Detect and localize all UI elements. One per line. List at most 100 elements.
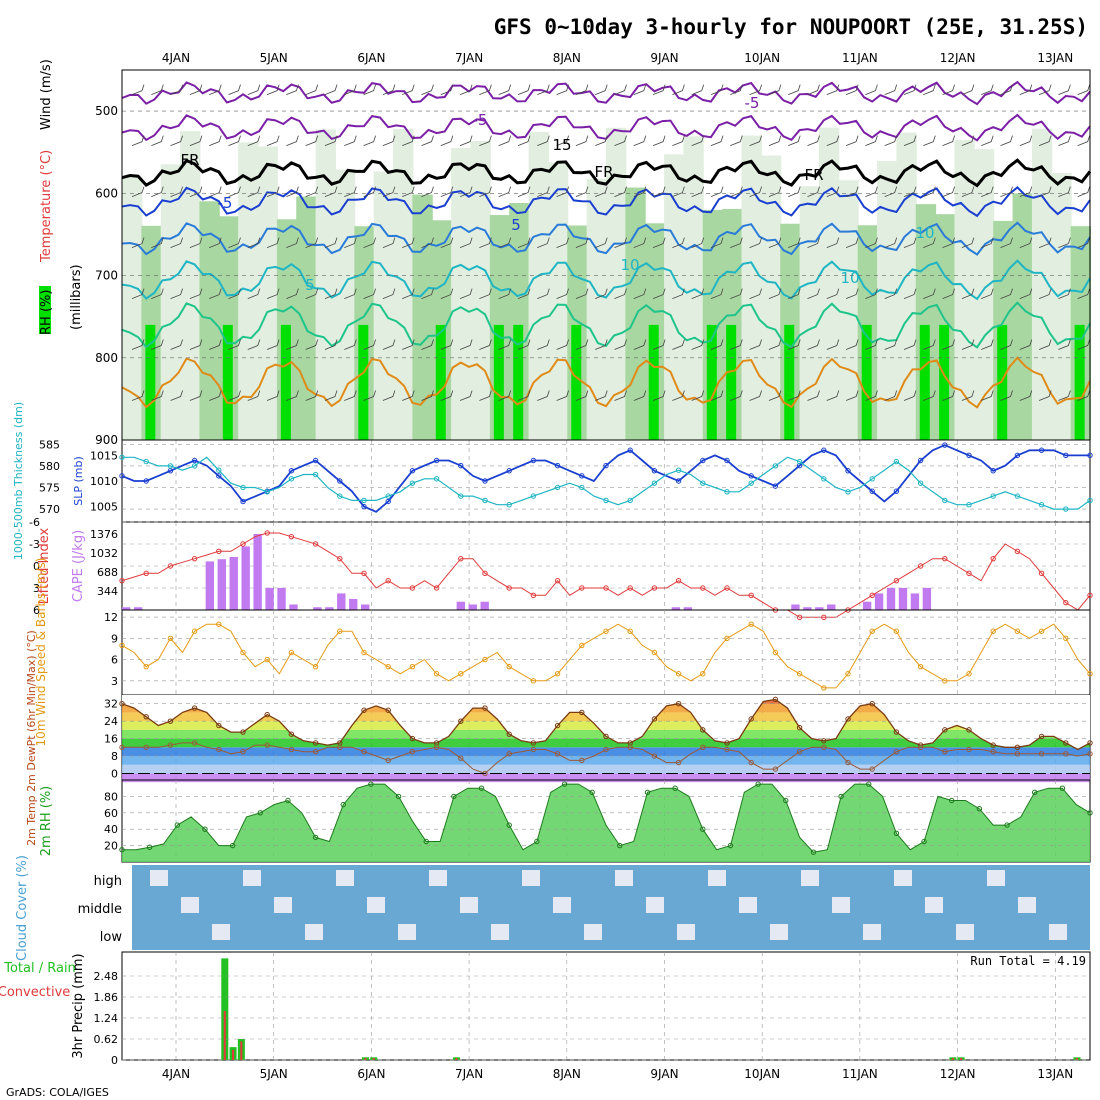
dewpoint-line-point <box>845 759 851 766</box>
wind-barb <box>652 186 666 197</box>
rh-line-point <box>146 844 153 850</box>
wind-barb <box>1038 84 1052 96</box>
wind-barb <box>768 84 782 96</box>
wind-barb <box>768 339 782 350</box>
wind-barb <box>228 135 241 147</box>
cape-bar <box>241 546 250 610</box>
wind-speed-line <box>121 623 1091 689</box>
dewpoint-line-point <box>409 748 416 755</box>
rh-shade <box>358 324 369 440</box>
wind-barb <box>209 237 222 248</box>
wind-barb <box>749 390 762 401</box>
wind-barb <box>517 84 531 96</box>
dewpoint-line-point <box>1014 751 1021 757</box>
rh-shade <box>222 324 233 440</box>
slp-line-point <box>772 483 779 489</box>
rh-shade <box>373 171 395 440</box>
rh-line-point <box>561 781 568 787</box>
wind-barb <box>363 84 376 96</box>
panel-frame <box>121 439 1091 523</box>
isotherm-20 <box>121 301 1091 349</box>
contour-label: FR <box>804 166 823 184</box>
contour-label: -5 <box>745 94 760 112</box>
wind-barb <box>344 237 357 248</box>
lifted-index-line-point <box>433 585 440 591</box>
thickness-line-point <box>821 476 827 482</box>
rh-shade <box>586 178 607 440</box>
cloud-block <box>956 924 974 940</box>
dewpoint-line-point <box>119 744 125 751</box>
wind-barb <box>807 186 820 197</box>
rh-shade <box>257 146 278 441</box>
slp-line-point <box>869 488 875 494</box>
lifted-index-line-point <box>700 585 706 591</box>
wind-barb <box>363 339 376 350</box>
precip-convective-bar <box>951 1057 954 1060</box>
wind-barb <box>961 237 975 248</box>
y-tick-label: 700 <box>95 269 118 283</box>
wind-barb <box>266 135 280 147</box>
temperature-line <box>121 698 1091 751</box>
wind-barb <box>517 288 531 299</box>
thickness-line-point <box>337 493 343 499</box>
slp-line-point <box>216 473 222 479</box>
cape-bar <box>361 604 370 610</box>
wind-barb <box>305 135 319 147</box>
x-tick-label-bottom: 12JAN <box>940 1067 976 1081</box>
wind-barb <box>903 339 917 350</box>
temperature-line-point <box>700 727 706 733</box>
wind-barb <box>652 135 666 147</box>
wind-barb <box>865 237 878 248</box>
wind-barb <box>324 237 338 248</box>
precip-tick-label: 1.24 <box>94 1012 119 1025</box>
cape-bar <box>133 607 143 610</box>
temperature-band <box>122 756 1090 765</box>
lifted-index-line-point <box>1087 592 1093 599</box>
wind-barb <box>923 339 936 350</box>
wind-barb <box>884 390 898 401</box>
contour-label: FR <box>594 163 613 181</box>
slp-tick-label: 1005 <box>90 501 118 514</box>
wind-barb <box>865 288 878 299</box>
slp-line-point <box>312 457 319 464</box>
cloud-block <box>925 897 943 913</box>
x-tick-label-top: 9JAN <box>650 51 678 65</box>
thickness-line-point <box>651 480 658 486</box>
wind-barb <box>209 135 222 147</box>
lifted-index-line-point <box>1014 548 1021 555</box>
y-tick-label: 900 <box>95 433 118 447</box>
rh-line-point <box>1087 810 1093 816</box>
contour-label: FR <box>180 151 199 169</box>
wind-barb <box>672 288 685 299</box>
wind-barb <box>170 186 183 197</box>
wind-barb <box>324 84 338 96</box>
wind-barb <box>189 135 203 147</box>
wind-barb <box>247 84 261 96</box>
lifted-index-line <box>121 532 1091 618</box>
wind-barb <box>575 339 589 350</box>
wind-barb <box>788 135 801 147</box>
lifted-index-tick-label: 3 <box>33 582 40 595</box>
cloud-block <box>708 870 726 886</box>
wind-barb <box>614 390 627 401</box>
slp-line-point <box>143 478 149 484</box>
wind-barb <box>961 339 975 350</box>
rh-shade <box>238 142 259 440</box>
wind-barb <box>845 237 859 248</box>
rh-tick-label: 40 <box>104 823 118 836</box>
slp-line-point <box>990 468 996 474</box>
wind-barb <box>1038 390 1052 401</box>
rh-shade <box>896 132 917 440</box>
rh-line-point <box>949 797 955 804</box>
wind-barb <box>556 339 569 350</box>
thickness-line-point <box>288 476 295 482</box>
wind-barb <box>1038 135 1052 147</box>
wind-barb <box>247 390 261 401</box>
wind-barb <box>1019 339 1033 350</box>
rh-line-point <box>727 842 734 849</box>
rh-line-point <box>866 781 872 787</box>
wind-barb <box>923 390 936 401</box>
cape-bar <box>253 534 262 610</box>
wind-barb <box>845 339 859 350</box>
